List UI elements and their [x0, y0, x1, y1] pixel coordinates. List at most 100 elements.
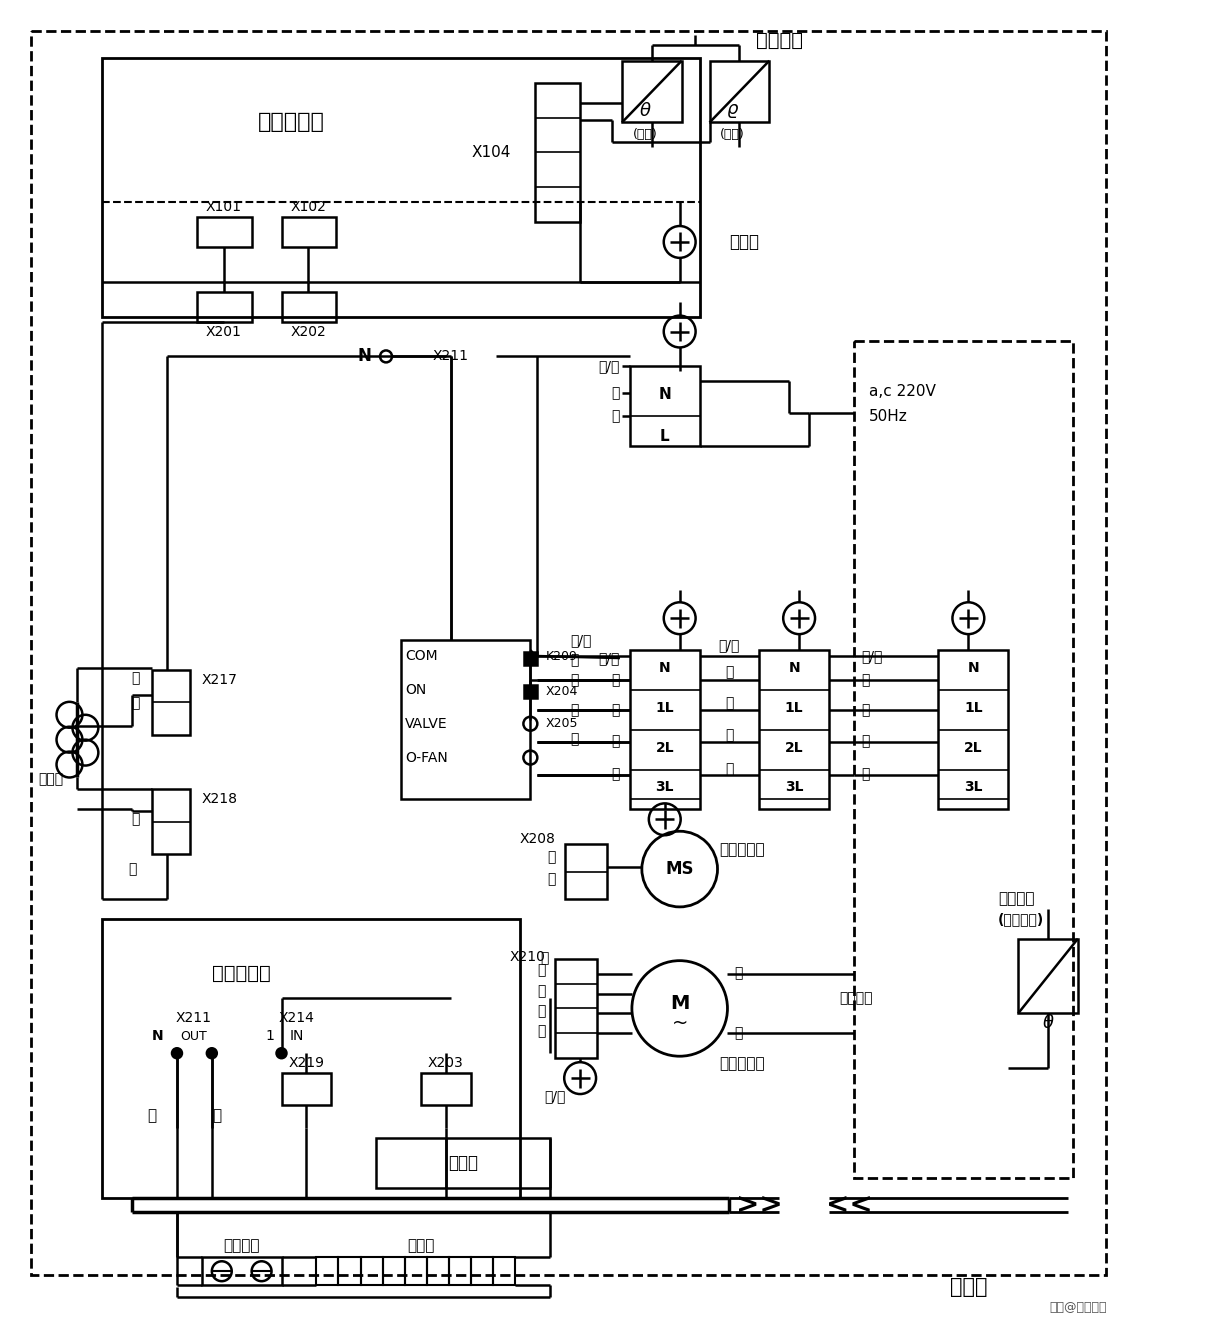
Text: N: N [788, 661, 800, 675]
Bar [622, 61, 682, 123]
Bar [102, 919, 521, 1197]
Text: 1L: 1L [655, 701, 675, 715]
Circle shape [172, 1048, 182, 1058]
Text: 黑: 黑 [570, 673, 578, 687]
Text: 红: 红 [212, 1108, 221, 1123]
Text: X102: X102 [290, 200, 326, 214]
Bar [421, 1074, 471, 1106]
Text: 红: 红 [734, 967, 743, 980]
Text: 50Hz: 50Hz [869, 409, 908, 424]
Text: X204: X204 [545, 686, 578, 698]
Text: 紫: 紫 [570, 703, 578, 717]
Text: IN: IN [289, 1030, 304, 1043]
Text: 蓝: 蓝 [148, 1108, 156, 1123]
Text: X101: X101 [206, 200, 242, 214]
Bar [536, 83, 581, 222]
Bar [555, 959, 597, 1058]
Text: 紫: 紫 [611, 735, 620, 749]
Text: N: N [357, 348, 371, 365]
Bar [282, 217, 337, 246]
Text: $\theta$: $\theta$ [638, 101, 651, 120]
Text: 变压器: 变压器 [38, 773, 63, 786]
Text: 橙: 橙 [725, 762, 733, 777]
Text: 3L: 3L [784, 781, 804, 794]
Bar [449, 1257, 471, 1285]
Text: 2L: 2L [784, 741, 804, 755]
Text: X202: X202 [290, 325, 326, 338]
Circle shape [277, 1048, 287, 1058]
Text: 红: 红 [734, 1027, 743, 1040]
Text: N: N [967, 661, 980, 675]
Text: O-FAN: O-FAN [405, 750, 448, 765]
Text: a,c 220V: a,c 220V [869, 384, 936, 398]
Bar [427, 1257, 449, 1285]
Bar [338, 1257, 361, 1285]
Text: 蓝: 蓝 [570, 653, 578, 667]
Text: (管温): (管温) [720, 128, 745, 141]
Text: 白: 白 [132, 813, 140, 826]
Text: 蓝: 蓝 [547, 872, 555, 886]
Text: 1L: 1L [964, 701, 982, 715]
Text: 3L: 3L [964, 781, 982, 794]
Text: 热敏电阻: 热敏电阻 [755, 32, 803, 51]
Text: 风向电动机: 风向电动机 [720, 842, 765, 856]
Bar [282, 1074, 332, 1106]
Text: 黄/绿: 黄/绿 [599, 651, 620, 665]
Text: 温控器: 温控器 [448, 1154, 478, 1172]
Bar [854, 341, 1072, 1177]
Text: 黑: 黑 [537, 984, 545, 999]
Text: 白: 白 [537, 963, 545, 978]
Text: 黄/绿: 黄/绿 [861, 649, 882, 663]
Text: 红: 红 [132, 671, 140, 685]
Text: 紫: 紫 [861, 735, 869, 749]
Bar [196, 292, 251, 321]
Text: X211: X211 [176, 1011, 212, 1026]
Text: 1L: 1L [784, 701, 804, 715]
Bar [282, 292, 337, 321]
Text: N: N [659, 386, 671, 402]
Text: 白: 白 [540, 951, 548, 966]
Text: N: N [151, 1030, 163, 1043]
Text: 白: 白 [128, 862, 137, 876]
Text: 黄/绿: 黄/绿 [719, 638, 741, 653]
Text: <<: << [826, 1191, 872, 1219]
Text: 橙: 橙 [861, 767, 869, 782]
Text: 紫: 紫 [725, 729, 733, 743]
Text: 2L: 2L [964, 741, 982, 755]
Text: 橙: 橙 [611, 767, 620, 782]
Bar [316, 1257, 338, 1285]
Text: X218: X218 [201, 793, 238, 806]
Text: 蓝: 蓝 [611, 386, 620, 400]
Text: 橙: 橙 [570, 733, 578, 747]
Text: 电器盒: 电器盒 [730, 233, 760, 250]
Text: 黄/绿: 黄/绿 [544, 1090, 566, 1103]
Text: X208: X208 [520, 832, 555, 846]
Text: L: L [660, 429, 670, 444]
Text: 黑: 黑 [611, 703, 620, 717]
Bar [401, 641, 531, 799]
Text: OUT: OUT [181, 1030, 207, 1043]
Text: 头条@维修人家: 头条@维修人家 [1049, 1300, 1107, 1313]
Text: COM: COM [405, 649, 438, 663]
Text: >>: >> [736, 1191, 783, 1219]
Text: 绿: 绿 [537, 1004, 545, 1019]
Text: $\varrho$: $\varrho$ [726, 101, 739, 120]
Bar [376, 1138, 550, 1188]
Text: 黄: 黄 [537, 1024, 545, 1039]
Text: VALVE: VALVE [405, 717, 448, 731]
Text: 蓝: 蓝 [861, 673, 869, 687]
Bar [523, 651, 537, 665]
Bar [630, 650, 699, 810]
Bar [493, 1257, 515, 1285]
Text: K209: K209 [545, 650, 577, 662]
Text: 红: 红 [132, 695, 140, 710]
Bar [201, 1257, 282, 1285]
Text: 黄/绿: 黄/绿 [599, 360, 620, 373]
Text: 风扇电动机: 风扇电动机 [720, 1056, 765, 1071]
Bar [523, 686, 537, 698]
Text: (室温): (室温) [632, 128, 658, 141]
Text: 蓝: 蓝 [547, 850, 555, 864]
Text: 3L: 3L [655, 781, 673, 794]
Text: MS: MS [665, 860, 694, 878]
Text: ~: ~ [671, 1014, 688, 1032]
